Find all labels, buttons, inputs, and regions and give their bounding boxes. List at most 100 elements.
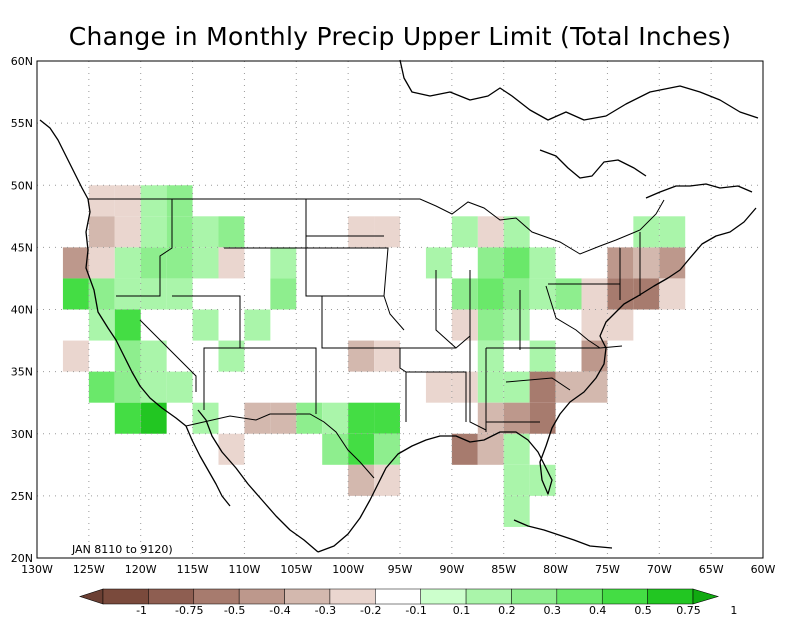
legend-swatch (238, 588, 285, 605)
precip-cell (88, 185, 115, 217)
legend-label: 0.5 (634, 604, 652, 617)
precip-cell (581, 309, 608, 341)
precip-cell (114, 371, 141, 403)
legend-label: -0.3 (315, 604, 336, 617)
period-label: JAN 8110 to 9120) (71, 543, 173, 556)
precip-cell (166, 185, 193, 217)
precip-cell (192, 216, 219, 248)
legend-label: -0.4 (269, 604, 290, 617)
lat-tick-label: 30N (11, 428, 33, 441)
precip-cell (477, 340, 504, 372)
legend-swatch (148, 588, 195, 605)
precip-cell (451, 433, 478, 465)
precip-cell (270, 402, 297, 434)
lat-tick-label: 40N (11, 304, 33, 317)
precip-cell (555, 371, 582, 403)
precip-cell (348, 433, 375, 465)
precip-cell (451, 371, 478, 403)
lat-tick-label: 50N (11, 179, 33, 192)
lat-tick-label: 20N (11, 552, 33, 565)
lat-lon-gridlines (37, 61, 763, 558)
precip-cell (114, 216, 141, 248)
precip-cell (374, 464, 400, 496)
precip-cell (322, 433, 349, 465)
precip-cell (425, 371, 452, 403)
precip-cell (166, 278, 193, 310)
legend-label: 0.75 (676, 604, 701, 617)
precip-cell (477, 371, 504, 403)
lon-tick-label: 100W (332, 563, 364, 576)
lon-tick-label: 85W (491, 563, 516, 576)
precip-cell (348, 464, 375, 496)
precip-cell (114, 309, 141, 341)
precip-cell (88, 278, 115, 310)
precip-cell (451, 309, 478, 341)
lat-tick-label: 25N (11, 490, 33, 503)
precip-cell (114, 185, 141, 217)
precip-cell (503, 309, 530, 341)
latitude-tick-labels: 20N 25N 30N 35N 40N 45N 50N 55N 60N (11, 55, 33, 565)
legend-swatch (193, 588, 240, 605)
lon-tick-label: 65W (699, 563, 724, 576)
precip-cell (348, 340, 375, 372)
lat-tick-label: 45N (11, 241, 33, 254)
legend-swatch (329, 588, 376, 605)
precip-cell (270, 247, 297, 279)
precip-cell (88, 216, 115, 248)
precip-cell (425, 247, 452, 279)
political-borders (88, 198, 665, 479)
precip-cell (140, 216, 167, 248)
precip-cell (62, 340, 89, 372)
precip-cell (166, 247, 193, 279)
precip-cell (659, 216, 686, 248)
lon-tick-label: 90W (439, 563, 464, 576)
legend-label: -1 (136, 604, 147, 617)
legend-swatch (556, 588, 603, 605)
precip-cell (503, 464, 530, 496)
lat-tick-label: 55N (11, 117, 33, 130)
legend-swatch (601, 588, 648, 605)
precip-cell (451, 216, 478, 248)
legend-label: 0.1 (453, 604, 471, 617)
lat-tick-label: 35N (11, 366, 33, 379)
legend-label: 0.4 (589, 604, 607, 617)
precip-cell (529, 247, 556, 279)
precip-cell (503, 495, 530, 527)
precip-cell (555, 278, 582, 310)
legend-swatch (465, 588, 512, 605)
precip-cell (607, 309, 634, 341)
precip-cell (477, 309, 504, 341)
precip-cell (140, 247, 167, 279)
precip-cell (218, 433, 245, 465)
precip-cell (218, 340, 245, 372)
precip-cell (374, 216, 400, 248)
precip-cell (633, 278, 660, 310)
precip-cell (374, 433, 400, 465)
precip-cell (322, 402, 349, 434)
legend-swatch (375, 588, 421, 605)
precip-cell (166, 371, 193, 403)
legend-swatch (284, 588, 331, 605)
precip-cell (477, 247, 504, 279)
precip-cell (581, 340, 608, 372)
legend-label: -0.2 (360, 604, 381, 617)
legend-label: 0.2 (498, 604, 516, 617)
longitude-tick-labels: 130W 125W 120W 115W 110W 105W 100W 95W 90W 85W 80W… (21, 563, 775, 576)
precip-cell (348, 216, 375, 248)
precip-cell (581, 371, 608, 403)
precip-cell (244, 402, 271, 434)
precip-cell (62, 247, 89, 279)
legend-high-arrow (692, 588, 720, 605)
precip-cell (633, 216, 660, 248)
precip-cell (88, 309, 115, 341)
precip-cell (477, 278, 504, 310)
precip-cell (192, 309, 219, 341)
lon-tick-label: 60W (751, 563, 776, 576)
precip-cell (348, 402, 375, 434)
precip-cell (581, 278, 608, 310)
coastlines (39, 59, 759, 553)
precip-cell (62, 278, 89, 310)
precip-cell (374, 340, 400, 372)
precip-cell (503, 278, 530, 310)
